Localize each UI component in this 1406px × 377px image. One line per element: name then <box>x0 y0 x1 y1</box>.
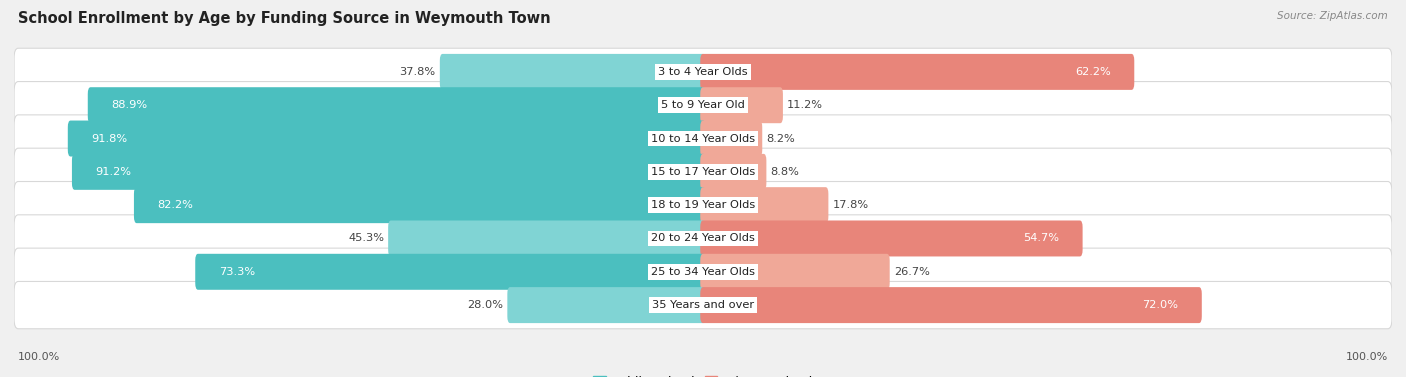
Text: 100.0%: 100.0% <box>1346 352 1388 362</box>
Text: 3 to 4 Year Olds: 3 to 4 Year Olds <box>658 67 748 77</box>
Text: 15 to 17 Year Olds: 15 to 17 Year Olds <box>651 167 755 177</box>
Text: 5 to 9 Year Old: 5 to 9 Year Old <box>661 100 745 110</box>
Text: 35 Years and over: 35 Years and over <box>652 300 754 310</box>
FancyBboxPatch shape <box>700 54 1135 90</box>
FancyBboxPatch shape <box>14 148 1392 196</box>
FancyBboxPatch shape <box>388 221 706 256</box>
Text: 8.8%: 8.8% <box>770 167 800 177</box>
FancyBboxPatch shape <box>134 187 706 223</box>
Text: 82.2%: 82.2% <box>157 200 193 210</box>
FancyBboxPatch shape <box>14 115 1392 162</box>
FancyBboxPatch shape <box>700 187 828 223</box>
FancyBboxPatch shape <box>14 248 1392 296</box>
FancyBboxPatch shape <box>700 121 762 156</box>
FancyBboxPatch shape <box>700 287 1202 323</box>
FancyBboxPatch shape <box>14 48 1392 95</box>
FancyBboxPatch shape <box>440 54 706 90</box>
Text: 73.3%: 73.3% <box>219 267 254 277</box>
Text: 100.0%: 100.0% <box>18 352 60 362</box>
Text: Source: ZipAtlas.com: Source: ZipAtlas.com <box>1277 11 1388 21</box>
Text: 88.9%: 88.9% <box>111 100 148 110</box>
Text: 20 to 24 Year Olds: 20 to 24 Year Olds <box>651 233 755 244</box>
Text: 45.3%: 45.3% <box>349 233 384 244</box>
FancyBboxPatch shape <box>700 87 783 123</box>
FancyBboxPatch shape <box>14 282 1392 329</box>
Text: 17.8%: 17.8% <box>832 200 869 210</box>
Text: 28.0%: 28.0% <box>467 300 503 310</box>
Legend: Public School, Private School: Public School, Private School <box>593 375 813 377</box>
Text: 8.2%: 8.2% <box>766 133 796 144</box>
FancyBboxPatch shape <box>14 215 1392 262</box>
FancyBboxPatch shape <box>700 254 890 290</box>
Text: 62.2%: 62.2% <box>1076 67 1111 77</box>
FancyBboxPatch shape <box>67 121 706 156</box>
Text: 91.8%: 91.8% <box>91 133 128 144</box>
FancyBboxPatch shape <box>700 221 1083 256</box>
FancyBboxPatch shape <box>14 181 1392 229</box>
Text: 54.7%: 54.7% <box>1024 233 1059 244</box>
Text: 37.8%: 37.8% <box>399 67 436 77</box>
FancyBboxPatch shape <box>508 287 706 323</box>
FancyBboxPatch shape <box>14 81 1392 129</box>
Text: 91.2%: 91.2% <box>96 167 131 177</box>
Text: 25 to 34 Year Olds: 25 to 34 Year Olds <box>651 267 755 277</box>
FancyBboxPatch shape <box>195 254 706 290</box>
FancyBboxPatch shape <box>87 87 706 123</box>
Text: 10 to 14 Year Olds: 10 to 14 Year Olds <box>651 133 755 144</box>
Text: 26.7%: 26.7% <box>894 267 929 277</box>
Text: 72.0%: 72.0% <box>1142 300 1178 310</box>
Text: 18 to 19 Year Olds: 18 to 19 Year Olds <box>651 200 755 210</box>
FancyBboxPatch shape <box>700 154 766 190</box>
Text: 11.2%: 11.2% <box>787 100 823 110</box>
Text: School Enrollment by Age by Funding Source in Weymouth Town: School Enrollment by Age by Funding Sour… <box>18 11 551 26</box>
FancyBboxPatch shape <box>72 154 706 190</box>
